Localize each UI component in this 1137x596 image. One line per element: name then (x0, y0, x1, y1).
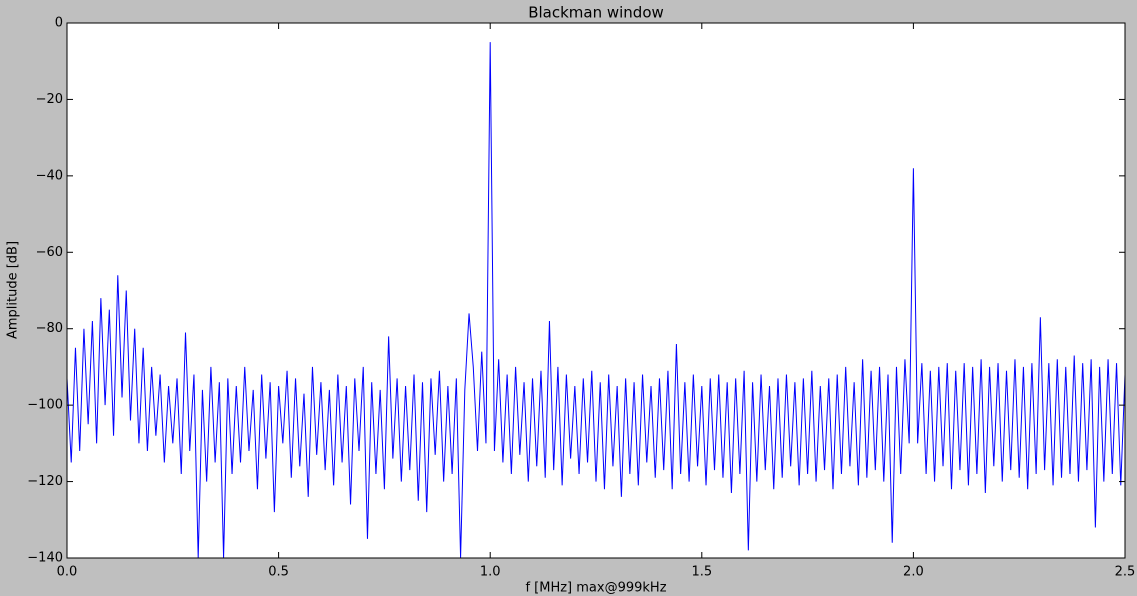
x-tick-label: 2.5 (1115, 565, 1136, 580)
x-tick-label: 1.5 (691, 565, 712, 580)
x-tick-label: 0.0 (57, 565, 78, 580)
chart-title: Blackman window (528, 4, 664, 22)
y-tick-label: −20 (36, 92, 63, 107)
y-tick-label: −60 (36, 245, 63, 260)
x-axis-label: f [MHz] max@999kHz (525, 581, 666, 596)
y-tick-label: 0 (55, 16, 63, 31)
x-tick-label: 1.0 (480, 565, 501, 580)
y-tick-label: −120 (27, 474, 63, 489)
y-tick-label: −80 (36, 321, 63, 336)
y-tick-label: −100 (27, 398, 63, 413)
y-tick-label: −40 (36, 168, 63, 183)
y-axis-label: Amplitude [dB] (6, 241, 21, 339)
x-tick-label: 2.0 (903, 565, 924, 580)
y-tick-label: −140 (27, 551, 63, 566)
x-tick-label: 0.5 (268, 565, 289, 580)
plot-frame (66, 22, 1126, 559)
spectrum-line (66, 42, 1126, 559)
